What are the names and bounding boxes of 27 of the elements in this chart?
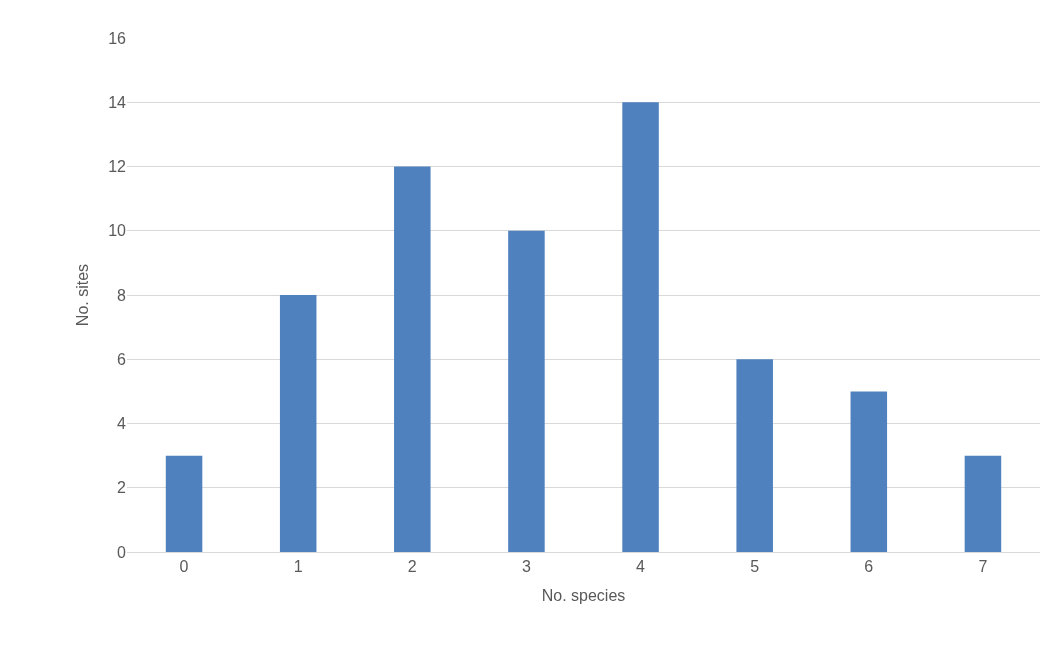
bar [850, 391, 888, 552]
bar [394, 166, 431, 552]
x-tick-label: 2 [407, 558, 417, 576]
x-tick-label: 0 [179, 558, 189, 576]
y-tick-label: 14 [108, 93, 127, 111]
bar [508, 230, 545, 552]
y-axis-title: No. sites [74, 263, 92, 327]
x-tick-label: 7 [978, 558, 988, 576]
bar [964, 455, 1002, 552]
y-tick-label: 0 [117, 543, 127, 561]
y-tick-label: 6 [117, 350, 127, 368]
x-tick-label: 3 [521, 558, 531, 576]
y-tick-label: 2 [117, 479, 127, 497]
x-tick-label: 4 [636, 558, 646, 576]
x-tick-label: 6 [864, 558, 874, 576]
x-tick-label: 1 [293, 558, 303, 576]
bar [736, 359, 773, 552]
y-tick-label: 16 [108, 29, 127, 47]
y-tick-label: 10 [108, 222, 127, 240]
bar [622, 102, 659, 552]
y-tick-label: 12 [108, 158, 127, 176]
bar [279, 295, 317, 552]
x-axis-title: No. species [541, 586, 626, 604]
y-tick-label: 4 [117, 415, 127, 433]
x-tick-label: 5 [750, 558, 760, 576]
bar [165, 455, 203, 552]
y-tick-label: 8 [117, 286, 127, 304]
